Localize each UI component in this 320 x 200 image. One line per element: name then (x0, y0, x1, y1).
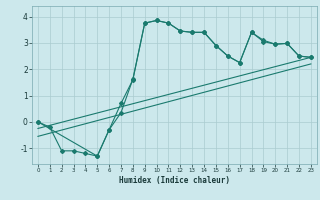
X-axis label: Humidex (Indice chaleur): Humidex (Indice chaleur) (119, 176, 230, 185)
